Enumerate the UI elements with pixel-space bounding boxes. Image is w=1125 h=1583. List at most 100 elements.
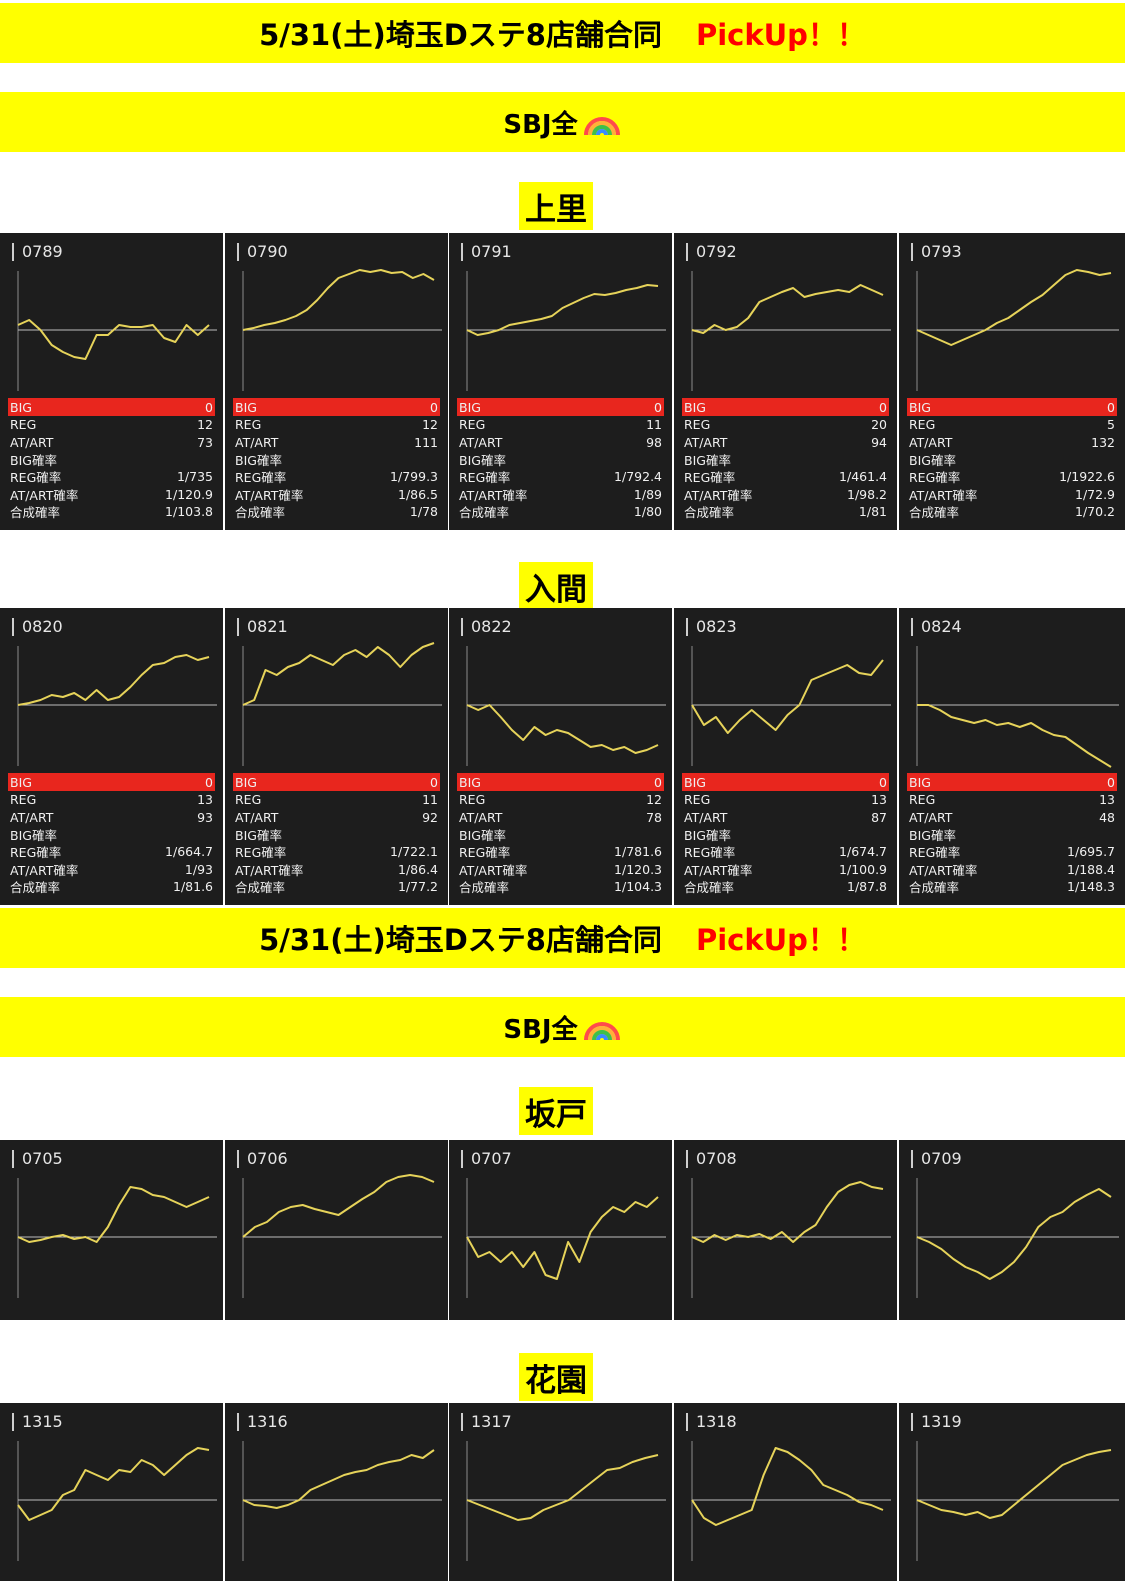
stats-row: REG確率 1/799.3 bbox=[233, 468, 440, 485]
stat-label: REG確率 bbox=[235, 470, 287, 486]
slump-line bbox=[17, 319, 210, 360]
machine-card: 0789 BIG 0 REG 12 AT/ART 73 BIG確率 REG確率 1/735 AT/A… bbox=[0, 233, 223, 530]
stat-label: AT/ART確率 bbox=[235, 487, 304, 503]
slump-graph bbox=[242, 1441, 442, 1561]
stat-value: 0 bbox=[205, 774, 213, 790]
machine-number: 0824 bbox=[911, 618, 962, 636]
stat-label: REG確率 bbox=[10, 470, 62, 486]
machine-card: 0706 bbox=[225, 1140, 448, 1320]
stat-label: BIG bbox=[459, 399, 481, 415]
stats-row: REG 20 bbox=[682, 416, 889, 433]
stat-label: 合成確率 bbox=[235, 505, 286, 521]
stats-row: REG確率 1/792.4 bbox=[457, 468, 664, 485]
stat-label: BIG確率 bbox=[684, 827, 731, 843]
stat-label: BIG bbox=[684, 399, 706, 415]
store-label-kamisato: 上里 bbox=[519, 182, 593, 230]
stat-label: BIG確率 bbox=[909, 452, 956, 468]
stats-row: REG確率 1/781.6 bbox=[457, 843, 664, 860]
stat-value: 93 bbox=[197, 809, 213, 825]
stat-label: REG確率 bbox=[909, 845, 961, 861]
stats-row: REG 12 bbox=[233, 416, 440, 433]
machine-card: 0824 BIG 0 REG 13 AT/ART 48 BIG確率 REG確率 1/695.7 AT… bbox=[899, 608, 1125, 905]
slump-line bbox=[916, 1449, 1112, 1519]
stats-table: BIG 0 REG 20 AT/ART 94 BIG確率 REG確率 1/461.4 AT/ART… bbox=[682, 398, 889, 520]
slump-graph bbox=[466, 1441, 666, 1561]
stats-row: REG 13 bbox=[907, 791, 1117, 808]
stat-value: 1/792.4 bbox=[614, 469, 662, 485]
stats-row: REG 12 bbox=[8, 416, 215, 433]
stat-label: AT/ART確率 bbox=[909, 862, 978, 878]
slump-line bbox=[242, 269, 435, 331]
stat-label: REG bbox=[909, 417, 936, 433]
stats-row: BIG確率 bbox=[907, 451, 1117, 468]
machine-number: 0789 bbox=[12, 243, 63, 261]
stats-row: AT/ART 132 bbox=[907, 433, 1117, 450]
slump-line bbox=[691, 659, 884, 734]
stat-value: 20 bbox=[871, 417, 887, 433]
stats-row: AT/ART 94 bbox=[682, 433, 889, 450]
stat-value: 87 bbox=[871, 809, 887, 825]
rainbow-icon bbox=[583, 1022, 620, 1041]
stats-row: AT/ART確率 1/93 bbox=[8, 861, 215, 878]
stat-label: REG確率 bbox=[684, 845, 736, 861]
stat-value: 132 bbox=[1091, 434, 1115, 450]
stat-value: 1/81 bbox=[858, 504, 887, 520]
stats-row: AT/ART 48 bbox=[907, 808, 1117, 825]
machine-card: 1319 bbox=[899, 1403, 1125, 1581]
stat-value: 1/781.6 bbox=[614, 844, 662, 860]
slump-graph bbox=[242, 269, 442, 391]
stats-row: BIG確率 bbox=[457, 451, 664, 468]
stats-row: REG 13 bbox=[682, 791, 889, 808]
machine-number: 0708 bbox=[686, 1150, 737, 1168]
slump-graph bbox=[17, 1441, 217, 1561]
slump-graph bbox=[691, 1178, 891, 1298]
slump-graph bbox=[916, 1441, 1119, 1561]
stat-value: 13 bbox=[1099, 792, 1115, 808]
stat-value: 1/86.4 bbox=[398, 861, 438, 877]
stat-label: AT/ART bbox=[10, 434, 54, 450]
stats-row: 合成確率 1/87.8 bbox=[682, 878, 889, 895]
slump-graph bbox=[691, 271, 891, 391]
slump-graph bbox=[17, 1178, 217, 1298]
slump-line bbox=[17, 1447, 210, 1521]
slump-line bbox=[466, 284, 659, 336]
machine-row-sakado: 0705 0706 0707 0708 0709 bbox=[0, 1140, 1125, 1320]
stats-row: REG確率 1/722.1 bbox=[233, 843, 440, 860]
banner-title: 5/31(土)埼玉Dステ8店舗合同 bbox=[259, 923, 662, 957]
stat-value: 1/70.2 bbox=[1075, 504, 1115, 520]
stat-value: 0 bbox=[1107, 774, 1115, 790]
slump-graph bbox=[17, 271, 217, 391]
machine-number: 1317 bbox=[461, 1413, 512, 1431]
stats-table: BIG 0 REG 5 AT/ART 132 BIG確率 REG確率 1/1922.6 AT/AR… bbox=[907, 398, 1117, 520]
stats-table: BIG 0 REG 12 AT/ART 73 BIG確率 REG確率 1/735 AT/ART確率… bbox=[8, 398, 215, 520]
stats-row: AT/ART確率 1/86.5 bbox=[233, 486, 440, 503]
stat-value: 0 bbox=[205, 399, 213, 415]
stat-label: BIG確率 bbox=[459, 452, 506, 468]
stats-row: AT/ART 111 bbox=[233, 433, 440, 450]
stats-table: BIG 0 REG 11 AT/ART 92 BIG確率 REG確率 1/722.1 AT/ART… bbox=[233, 773, 440, 895]
stat-label: BIG bbox=[459, 774, 481, 790]
stats-row: BIG 0 bbox=[457, 398, 664, 416]
stat-value: 1/78 bbox=[409, 504, 438, 520]
category-label: SBJ全 bbox=[503, 1014, 578, 1045]
stat-label: REG bbox=[235, 792, 262, 808]
stat-value: 1/120.3 bbox=[614, 861, 662, 877]
stat-value: 1/722.1 bbox=[390, 844, 438, 860]
stat-value: 94 bbox=[871, 434, 887, 450]
stat-label: REG bbox=[10, 792, 37, 808]
stat-label: BIG確率 bbox=[235, 452, 282, 468]
stats-row: 合成確率 1/81.6 bbox=[8, 878, 215, 895]
stat-label: AT/ART確率 bbox=[459, 487, 528, 503]
slump-line bbox=[17, 1186, 210, 1243]
stats-row: AT/ART 87 bbox=[682, 808, 889, 825]
machine-card: 0820 BIG 0 REG 13 AT/ART 93 BIG確率 REG確率 1/664.7 AT… bbox=[0, 608, 223, 905]
stats-row: AT/ART 92 bbox=[233, 808, 440, 825]
stat-label: AT/ART bbox=[909, 809, 953, 825]
slump-line bbox=[466, 1196, 659, 1280]
stats-table: BIG 0 REG 13 AT/ART 48 BIG確率 REG確率 1/695.7 AT/ART… bbox=[907, 773, 1117, 895]
stat-label: BIG確率 bbox=[10, 452, 57, 468]
stat-label: REG確率 bbox=[459, 470, 511, 486]
stat-label: REG bbox=[684, 417, 711, 433]
category-banner-2: SBJ全 bbox=[0, 997, 1125, 1057]
slump-graph bbox=[242, 642, 442, 766]
